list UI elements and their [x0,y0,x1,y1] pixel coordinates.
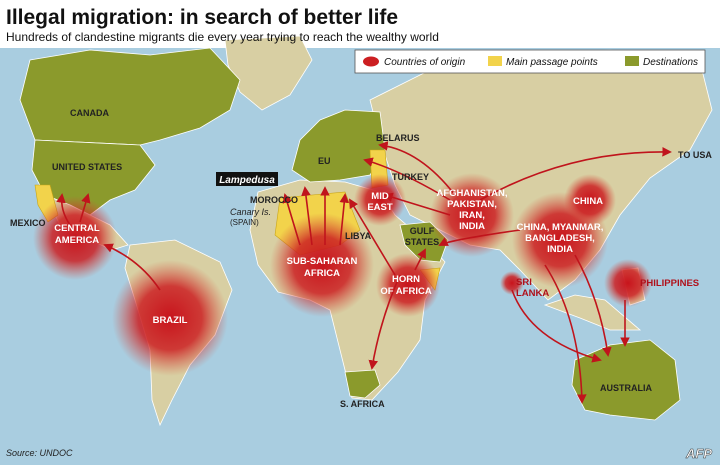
origin-label: SRI [516,277,532,288]
origin-blob [354,174,406,226]
origin-blob [564,174,616,226]
origin-label: CHINA [573,196,603,207]
subtitle: Hundreds of clandestine migrants die eve… [6,30,439,44]
arrow [383,192,451,216]
arrow [56,193,71,226]
place-label: TO USA [678,150,712,160]
place-label: S. AFRICA [340,399,385,409]
arrows [56,141,672,404]
origin-blob [500,271,524,295]
lampedusa-box [216,172,278,186]
south-africa [344,369,381,399]
arrow [339,193,350,246]
origin-label: PAKISTAN, [447,199,497,210]
origin-blob [112,260,228,376]
legend-swatch [488,56,502,66]
origin-blob [604,259,652,307]
place-label: LIBYA [345,231,372,241]
origin-label: CENTRAL [54,223,100,234]
place-label: Lampedusa [219,175,275,186]
origin-label: AFRICA [304,268,340,279]
credit: AFP [685,446,712,461]
place-label: AUSTRALIA [600,383,652,393]
header-bg [0,0,720,48]
legend-swatch [363,56,379,67]
origin-blob [33,196,117,280]
origin-label: MID [371,191,389,202]
canada [19,47,241,146]
place-label: MOROCCO [250,195,298,205]
place-label: BELARUS [376,133,420,143]
origin-label: AMERICA [55,235,99,246]
origins [33,173,652,376]
title: Illegal migration: in search of better l… [6,6,398,29]
origin-label: EAST [367,202,393,213]
place-label: (SPAIN) [230,218,259,227]
arrow [79,193,91,223]
origin-label: CHINA, MYANMAR, [517,222,604,233]
legend-label: Countries of origin [384,57,466,68]
origin-label: BRAZIL [153,315,188,326]
place-label: CANADA [70,108,109,118]
place-label: Canary Is. [230,207,271,217]
arrow [414,248,426,271]
origin-label: SUB-SAHARAN [287,256,358,267]
arrow [103,243,161,291]
legend-swatch [625,56,639,66]
origin-label: BANGLADESH, [525,233,595,244]
place-label: UNITED STATES [52,162,122,172]
origin-label: AFGHANISTAN, [436,188,507,199]
place-label: EU [318,156,331,166]
indonesia [543,294,642,331]
arrow [301,186,313,246]
origin-blob [430,173,514,257]
origin-label: HORN [392,274,420,285]
arrow [511,289,602,363]
place-labels: CANADA UNITED STATES MEXICO CENTRAL AMER… [10,108,712,409]
arrow [368,274,401,370]
legend-label: Destinations [643,57,698,68]
legend-box [354,49,706,74]
arrow [363,157,451,201]
place-label: GULF [410,226,435,236]
origin-label: OF AFRICA [380,286,432,297]
origin-label: IRAN, [459,210,485,221]
arrow [544,264,587,404]
arrow [349,198,396,276]
arrow [378,141,456,196]
origin-label: INDIA [547,244,573,255]
origin-blob [376,253,440,317]
origin-label: LANKA [516,288,549,299]
arrow [574,254,612,357]
place-label: MEXICO [10,218,46,228]
place-label: TURKEY [392,172,429,182]
place-label: STATES [405,237,439,247]
arrow [282,193,301,246]
origin-label: INDIA [459,221,485,232]
eu [291,109,386,183]
origin-label: PHILIPPINES [640,278,699,289]
arrow [438,229,521,246]
arrow [479,147,672,201]
legend: Countries of origin Main passage points … [354,49,706,74]
source: Source: UNDOC [6,448,73,458]
origin-blob [270,213,374,317]
legend-label: Main passage points [506,57,598,68]
